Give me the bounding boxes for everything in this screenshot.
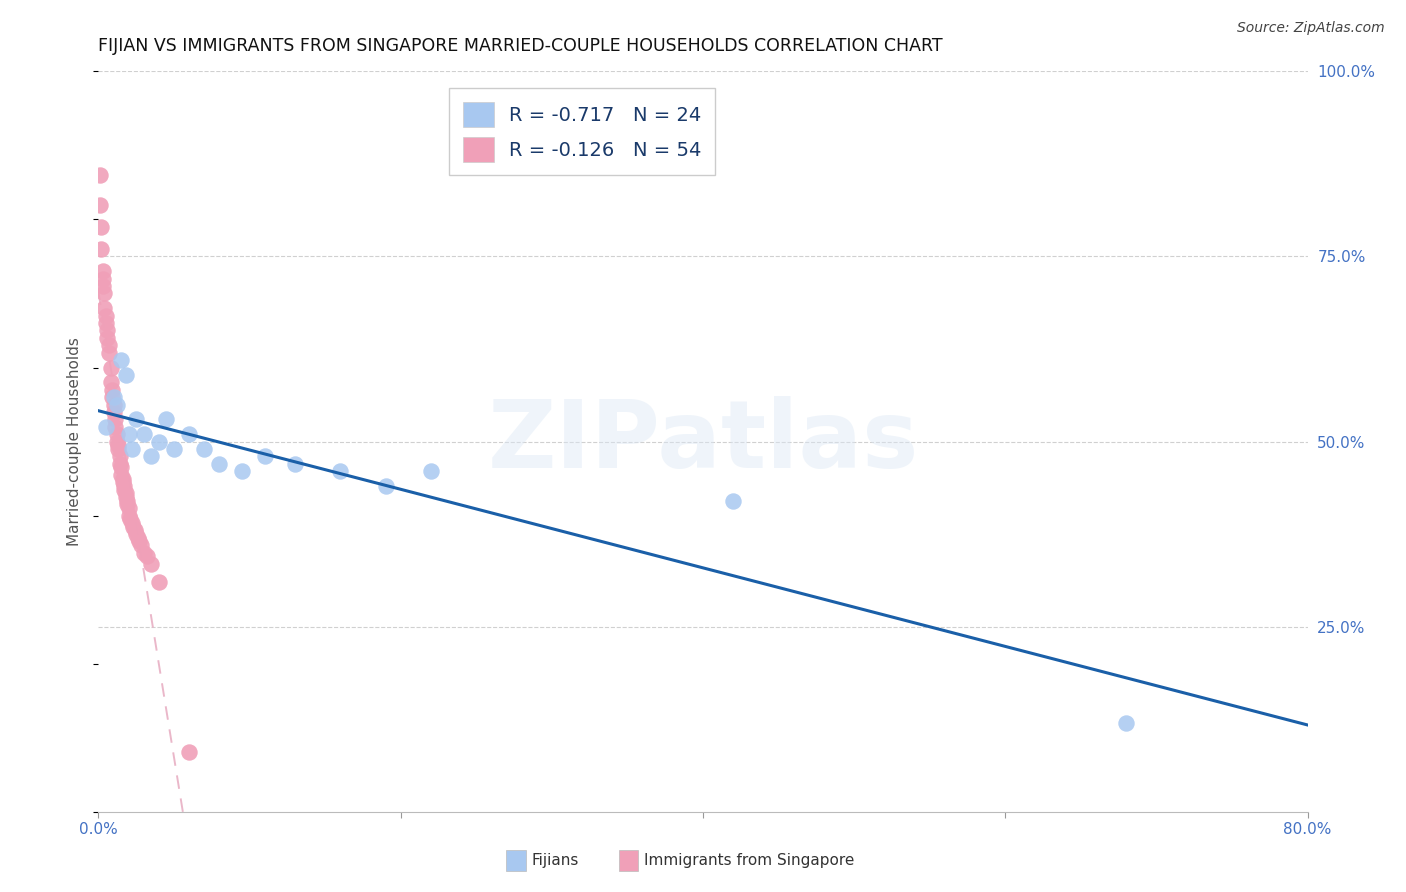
- Point: [132, 546, 155, 560]
- Text: ZIPatlas: ZIPatlas: [488, 395, 918, 488]
- Point: [163, 442, 186, 456]
- Point: [94, 316, 117, 330]
- Point: [120, 512, 142, 526]
- Point: [105, 398, 128, 412]
- Point: [231, 464, 253, 478]
- Point: [118, 427, 141, 442]
- Point: [125, 527, 148, 541]
- Point: [374, 479, 396, 493]
- Point: [121, 516, 143, 530]
- Point: [284, 457, 307, 471]
- Point: [115, 493, 138, 508]
- Point: [155, 412, 177, 426]
- Point: [125, 412, 148, 426]
- Point: [329, 464, 352, 478]
- Point: [179, 427, 201, 442]
- Point: [90, 219, 112, 234]
- Point: [104, 412, 127, 426]
- Point: [107, 438, 129, 452]
- Point: [90, 242, 112, 256]
- Point: [114, 486, 136, 500]
- Point: [93, 286, 115, 301]
- Point: [105, 434, 128, 449]
- Point: [118, 508, 141, 523]
- Point: [115, 498, 138, 512]
- Point: [110, 460, 132, 475]
- Point: [121, 442, 143, 456]
- Legend: R = -0.717   N = 24, R = -0.126   N = 54: R = -0.717 N = 24, R = -0.126 N = 54: [449, 88, 716, 176]
- Point: [100, 376, 122, 390]
- Point: [89, 197, 111, 211]
- Point: [420, 464, 443, 478]
- Point: [111, 471, 134, 485]
- Point: [96, 331, 118, 345]
- Point: [723, 493, 745, 508]
- Point: [127, 531, 149, 545]
- Point: [107, 442, 129, 456]
- Point: [108, 450, 131, 464]
- Point: [98, 345, 121, 359]
- Point: [104, 419, 127, 434]
- Point: [148, 575, 170, 590]
- Point: [103, 390, 125, 404]
- Point: [91, 271, 114, 285]
- Point: [100, 360, 122, 375]
- Point: [114, 368, 136, 382]
- Point: [179, 746, 201, 760]
- Text: Fijians: Fijians: [531, 853, 579, 868]
- Point: [112, 483, 135, 497]
- Point: [110, 467, 132, 482]
- Point: [103, 398, 125, 412]
- Point: [108, 457, 131, 471]
- Point: [118, 501, 141, 516]
- Point: [122, 519, 145, 533]
- Point: [105, 427, 128, 442]
- Point: [91, 279, 114, 293]
- Point: [124, 524, 146, 538]
- Point: [114, 490, 136, 504]
- Point: [96, 324, 118, 338]
- Point: [98, 338, 121, 352]
- Point: [129, 538, 152, 552]
- Point: [112, 479, 135, 493]
- Y-axis label: Married-couple Households: Married-couple Households: [67, 337, 83, 546]
- Text: Immigrants from Singapore: Immigrants from Singapore: [644, 853, 855, 868]
- Point: [128, 534, 150, 549]
- Point: [93, 301, 115, 316]
- Text: FIJIAN VS IMMIGRANTS FROM SINGAPORE MARRIED-COUPLE HOUSEHOLDS CORRELATION CHART: FIJIAN VS IMMIGRANTS FROM SINGAPORE MARR…: [98, 37, 943, 54]
- Point: [94, 309, 117, 323]
- Point: [101, 383, 124, 397]
- Point: [101, 390, 124, 404]
- Point: [111, 475, 134, 490]
- Point: [91, 264, 114, 278]
- Point: [132, 427, 155, 442]
- Point: [89, 168, 111, 182]
- Point: [141, 450, 163, 464]
- Point: [110, 353, 132, 368]
- Point: [135, 549, 157, 564]
- Point: [141, 557, 163, 571]
- Point: [1115, 715, 1137, 730]
- Point: [103, 405, 125, 419]
- Point: [94, 419, 117, 434]
- Point: [193, 442, 215, 456]
- Text: Source: ZipAtlas.com: Source: ZipAtlas.com: [1237, 21, 1385, 35]
- Point: [148, 434, 170, 449]
- Point: [208, 457, 231, 471]
- Point: [253, 450, 276, 464]
